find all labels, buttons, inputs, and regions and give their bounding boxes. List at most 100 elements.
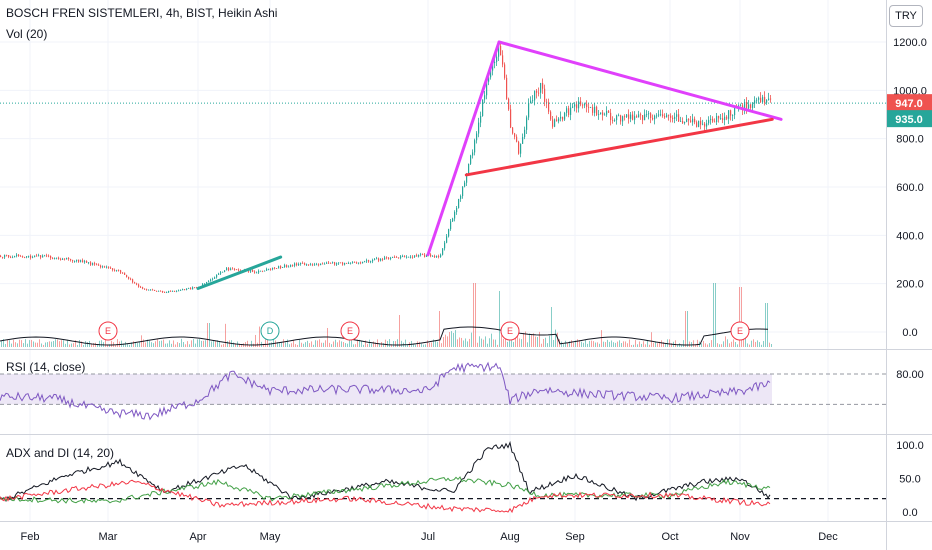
volume-bar [395,341,396,347]
volume-bar [255,334,256,347]
volume-bar [297,344,298,347]
volume-bar [17,343,18,347]
candle-body [286,265,288,268]
candle-body [758,97,760,100]
candle-body [538,92,540,94]
volume-bars [0,283,772,347]
x-tick-label: Feb [21,531,40,543]
candle-body [408,256,410,258]
volume-bar [15,342,16,347]
candle-body [88,262,90,264]
volume-bar [575,340,576,347]
volume-bar [625,341,626,347]
candle-body [234,268,236,270]
candle-body [278,266,280,269]
candle-body [68,257,70,260]
volume-bar [659,341,660,347]
candle-body [192,287,194,290]
volume-bar [537,336,538,347]
volume-bar [535,336,536,347]
volume-bar [189,344,190,347]
volume-bar [163,339,164,347]
volume-bar [615,342,616,347]
candle-body [440,254,442,257]
volume-bar [469,338,470,347]
candle-body [168,290,170,293]
candle-body [18,254,20,257]
candle-body [596,106,598,115]
volume-bar [145,342,146,347]
candle-body [474,140,476,153]
candle-body [26,256,28,258]
volume-bar [663,342,664,347]
candle-body [566,108,568,113]
volume-bar [613,342,614,347]
candle-body [374,259,376,260]
candle-body [256,272,258,274]
candle-body [20,256,22,257]
volume-bar [263,343,264,347]
candle-body [728,110,730,119]
candle-body [406,256,408,258]
volume-bar [557,332,558,347]
volume-bar [763,340,764,347]
volume-bar [477,342,478,347]
volume-bar [57,339,58,347]
candle-body [152,289,154,291]
candle-body [58,257,60,259]
volume-bar [33,341,34,347]
candle-body [86,261,88,263]
volume-bar [9,340,10,347]
volume-bar [207,323,208,347]
candle-body [294,263,296,266]
candle-body [120,270,122,273]
candle-body [680,121,682,122]
volume-bar [641,343,642,347]
volume-bar [399,315,400,347]
volume-bar [567,343,568,347]
volume-bar [525,331,526,347]
candle-body [260,270,262,272]
candle-body [588,107,590,108]
candle-body [630,114,632,119]
volume-bar [281,342,282,347]
candle-body [678,114,680,122]
indicator-lines [0,361,886,514]
volume-bar [725,336,726,347]
candle-body [638,114,640,118]
green-trend-trendline [196,255,283,290]
volume-bar [543,338,544,347]
candle-body [194,287,196,289]
candle-body [542,83,544,89]
candle-body [500,45,502,56]
volume-bar [459,337,460,347]
candle-body [748,104,750,109]
candle-body [518,141,520,154]
candle-body [672,117,674,119]
candle-body [502,55,504,65]
candle-body [376,258,378,260]
volume-bar [581,341,582,347]
volume-bar [55,339,56,347]
candle-body [182,289,184,291]
candle-body [704,123,706,127]
volume-bar [467,341,468,347]
candle-body [438,256,440,257]
volume-bar [617,341,618,347]
candle-body [314,264,316,266]
volume-bar [39,339,40,347]
candle-body [584,103,586,106]
volume-bar [461,337,462,347]
volume-bar [521,339,522,347]
currency-button[interactable]: TRY [889,5,923,27]
candle-body [664,116,666,118]
candle-body [620,115,622,122]
x-tick-label: Nov [730,531,750,543]
candle-body [456,207,458,213]
candle-body [226,268,228,271]
candle-body [250,270,252,272]
candle-body [494,62,496,63]
volume-bar [753,339,754,347]
